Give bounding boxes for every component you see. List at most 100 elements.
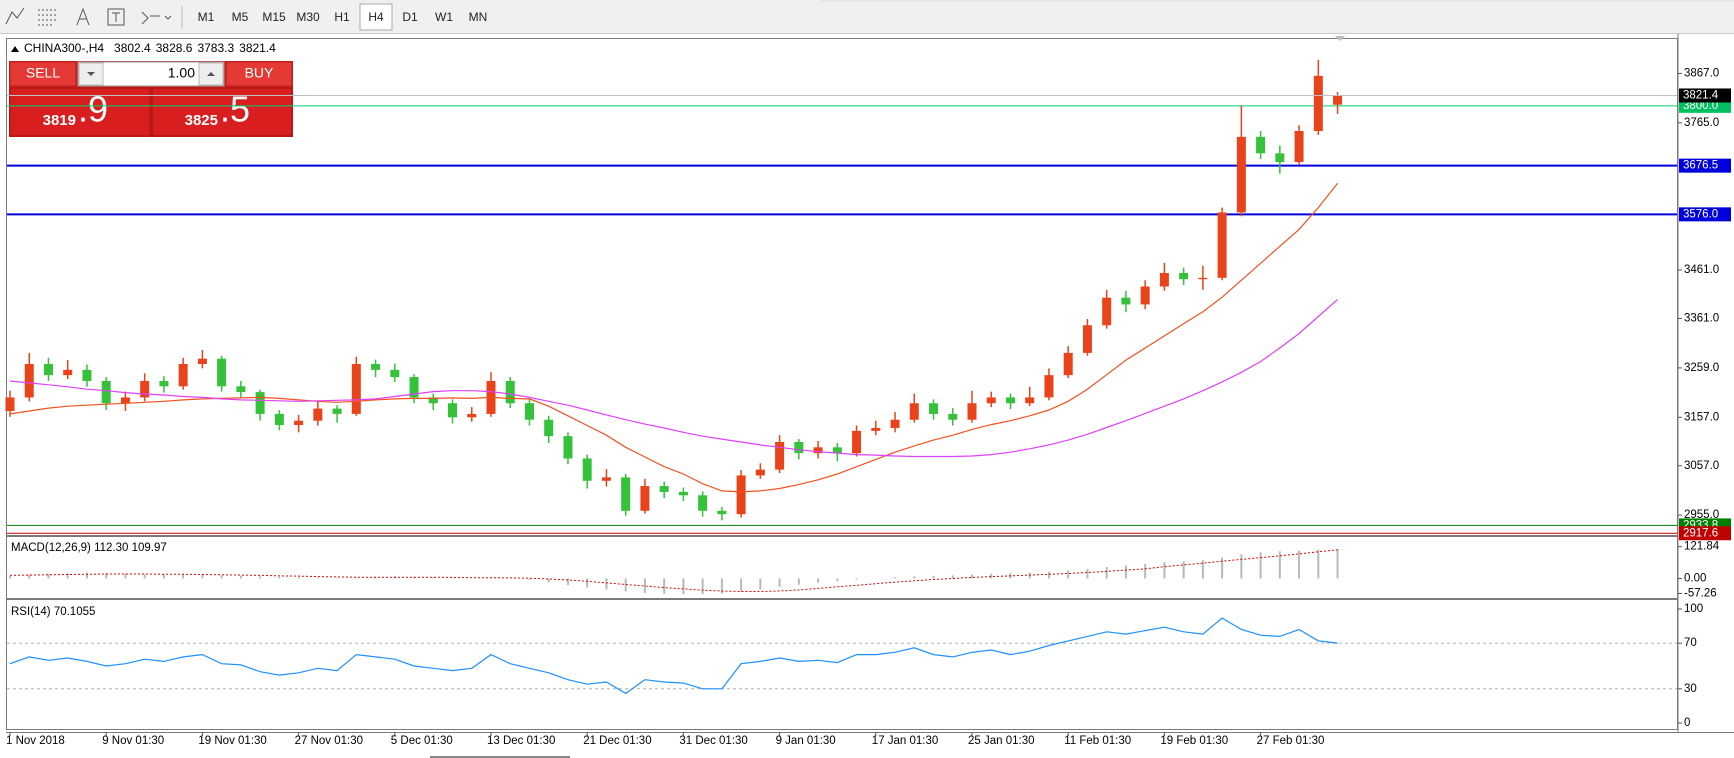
- candle-body: [621, 477, 631, 511]
- y-tick-label: 0.00: [1684, 572, 1706, 584]
- candle-body: [948, 413, 958, 420]
- candle-body: [505, 380, 515, 404]
- sell-button[interactable]: [9, 61, 77, 87]
- y-tick-label: 3461.0: [1684, 264, 1719, 276]
- candle-body: [120, 397, 130, 404]
- candle-body: [832, 447, 842, 454]
- candle-body: [524, 403, 534, 420]
- x-tick-label: 19 Nov 01:30: [198, 735, 266, 747]
- x-tick-label: 13 Dec 01:30: [487, 735, 555, 747]
- tool-icon[interactable]: [107, 8, 125, 26]
- candle-body: [1140, 286, 1150, 305]
- timeframe-button[interactable]: M5: [232, 10, 249, 24]
- timeframe-button[interactable]: M1: [198, 10, 215, 24]
- x-tick-label: 27 Nov 01:30: [295, 735, 363, 747]
- candle-body: [217, 358, 227, 387]
- candle-body: [313, 408, 323, 421]
- candle-body: [255, 392, 265, 414]
- timeframe-button[interactable]: W1: [435, 10, 453, 24]
- volume-value: 1.00: [168, 65, 195, 81]
- macd-label: MACD(12,26,9) 112.30 109.97: [11, 542, 167, 554]
- candle-body: [43, 364, 53, 376]
- timeframe-button[interactable]: D1: [402, 10, 418, 24]
- y-tick-label: 3057.0: [1684, 460, 1719, 472]
- timeframe-button[interactable]: H4: [368, 10, 384, 24]
- tool-icon[interactable]: [38, 9, 58, 26]
- candle-body: [544, 419, 554, 437]
- one-click-trading: SELL 1.00 BUY 3819 .9 3825 .5: [9, 61, 293, 137]
- tool-icon[interactable]: [141, 11, 172, 25]
- candle-body: [236, 386, 246, 393]
- x-tick-label: 5 Dec 01:30: [391, 735, 453, 747]
- bid-box[interactable]: [9, 87, 151, 137]
- y-tick-label: 70: [1684, 637, 1697, 649]
- candle-body: [1294, 131, 1304, 163]
- timeframe-button[interactable]: MN: [469, 10, 488, 24]
- rsi-label: RSI(14) 70.1055: [11, 606, 95, 618]
- candle-body: [563, 436, 573, 459]
- ohlc-low: 3783.3: [197, 41, 234, 55]
- sell-label: SELL: [26, 65, 60, 81]
- buy-label: BUY: [245, 65, 274, 81]
- candle-body: [1198, 277, 1208, 280]
- candle-body: [159, 380, 169, 387]
- x-tick-label: 25 Jan 01:30: [968, 735, 1035, 747]
- current-price-label: 3821.4: [1683, 90, 1719, 102]
- symbol-header: CHINA300-,H4 3802.4 3828.6 3783.3 3821.4: [24, 41, 276, 55]
- candle-body: [1102, 297, 1112, 326]
- candle-body: [871, 427, 881, 431]
- candle-body: [890, 419, 900, 428]
- candle-body: [448, 403, 458, 418]
- price-level-label: 3576.0: [1683, 208, 1718, 220]
- x-tick-label: 11 Feb 01:30: [1064, 735, 1131, 747]
- bid-pips: .9: [78, 89, 108, 130]
- tool-icon[interactable]: [76, 7, 90, 26]
- candle-body: [601, 477, 611, 481]
- current-price-box: [1679, 88, 1731, 103]
- drawing-tools: [5, 6, 183, 28]
- candle-body: [332, 408, 342, 414]
- candle-body: [294, 420, 304, 426]
- candle-body: [1313, 75, 1323, 132]
- down-arrow: [87, 72, 95, 76]
- candle-body: [582, 458, 592, 481]
- candle-body: [409, 377, 419, 398]
- moving-average: [9, 182, 1339, 493]
- y-tick-label: 3867.0: [1684, 67, 1719, 79]
- collapse-arrow[interactable]: [11, 46, 19, 52]
- candle-body: [678, 491, 688, 496]
- price-level-box: [1679, 158, 1731, 173]
- candle-body: [371, 364, 381, 370]
- ohlc-open: 3802.4: [114, 41, 151, 55]
- candle-body: [24, 364, 34, 398]
- candle-body: [775, 442, 785, 470]
- candle-body: [390, 369, 400, 378]
- candle-body: [967, 403, 977, 420]
- candle-body: [755, 469, 765, 476]
- timeframe-button[interactable]: H1: [334, 10, 350, 24]
- up-arrow: [207, 72, 215, 76]
- candle-body: [1333, 95, 1343, 105]
- x-tick-label: 19 Feb 01:30: [1160, 735, 1228, 747]
- candle-body: [929, 403, 939, 414]
- tool-icon[interactable]: [5, 7, 25, 25]
- price-level-box: [1679, 526, 1731, 541]
- candle-body: [736, 475, 746, 515]
- candle-body: [813, 447, 823, 454]
- chart-frame: [6, 38, 1678, 730]
- y-tick-label: 0: [1684, 717, 1690, 729]
- candle-body: [197, 358, 207, 365]
- candle-body: [1179, 272, 1189, 280]
- ask-box[interactable]: [151, 87, 293, 137]
- timeframe-button[interactable]: M15: [262, 10, 286, 24]
- ask-pips: .5: [220, 89, 250, 130]
- rsi-line: [9, 617, 1338, 695]
- candle-body: [140, 380, 150, 398]
- buy-button[interactable]: [225, 61, 293, 87]
- price-level-label: 3676.5: [1683, 160, 1718, 172]
- timeframe-button[interactable]: M30: [296, 10, 320, 24]
- candle-body: [178, 364, 188, 387]
- y-tick-label: -57.26: [1684, 587, 1717, 599]
